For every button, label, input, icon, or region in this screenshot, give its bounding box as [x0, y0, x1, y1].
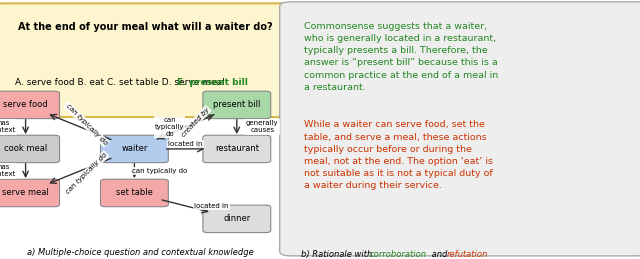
Text: and: and	[429, 250, 450, 259]
Text: located in: located in	[168, 141, 203, 147]
FancyBboxPatch shape	[203, 205, 271, 233]
Text: cook meal: cook meal	[4, 145, 47, 153]
Text: set table: set table	[116, 189, 153, 197]
FancyBboxPatch shape	[203, 135, 271, 163]
Text: present bill: present bill	[213, 100, 260, 109]
Text: A. serve food B. eat C. set table D. serve meal: A. serve food B. eat C. set table D. ser…	[15, 78, 227, 87]
FancyBboxPatch shape	[0, 179, 60, 207]
FancyBboxPatch shape	[0, 91, 60, 119]
Text: generally
causes: generally causes	[246, 120, 278, 133]
Text: created by: created by	[180, 106, 211, 138]
Text: Commonsense suggests that a waiter,
who is generally located in a restaurant,
ty: Commonsense suggests that a waiter, who …	[304, 22, 499, 92]
FancyBboxPatch shape	[203, 91, 271, 119]
Text: can typically do: can typically do	[132, 168, 188, 174]
FancyBboxPatch shape	[280, 2, 640, 256]
Text: At the end of your meal what will a waiter do?: At the end of your meal what will a wait…	[19, 22, 273, 32]
Text: can
typically
do: can typically do	[155, 117, 184, 137]
Text: waiter: waiter	[121, 145, 148, 153]
FancyBboxPatch shape	[0, 135, 60, 163]
Text: dinner: dinner	[223, 214, 250, 223]
Text: corroboration: corroboration	[369, 250, 426, 259]
FancyBboxPatch shape	[100, 135, 168, 163]
FancyBboxPatch shape	[100, 179, 168, 207]
Text: serve food: serve food	[3, 100, 48, 109]
Text: has
context: has context	[0, 120, 17, 133]
Text: has
context: has context	[0, 164, 17, 177]
Text: E. present bill: E. present bill	[177, 78, 248, 87]
Text: serve meal: serve meal	[2, 189, 49, 197]
Text: b) Rationale with: b) Rationale with	[301, 250, 374, 259]
Text: restaurant: restaurant	[215, 145, 259, 153]
Text: refutation: refutation	[447, 250, 488, 259]
Text: While a waiter can serve food, set the
table, and serve a meal, these actions
ty: While a waiter can serve food, set the t…	[304, 120, 493, 190]
Text: located in: located in	[194, 203, 228, 209]
FancyBboxPatch shape	[0, 3, 296, 117]
Text: a) Multiple-choice question and contextual knowledge: a) Multiple-choice question and contextu…	[28, 248, 254, 257]
Text: can typically do: can typically do	[65, 103, 108, 146]
Text: can typically do: can typically do	[65, 152, 108, 195]
